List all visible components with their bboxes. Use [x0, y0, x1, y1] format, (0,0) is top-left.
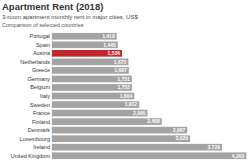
chart: Apartment Rent (2018) 3-room apartment mo… [0, 0, 250, 162]
data-label: 3,029 [176, 135, 189, 141]
category-label: Austria [33, 50, 51, 56]
bar [52, 101, 139, 108]
category-label: Finland [32, 119, 50, 125]
data-label: 1,751 [117, 76, 130, 82]
data-label: 1,804 [120, 93, 133, 99]
bar [52, 50, 122, 57]
category-label: Netherlands [20, 59, 50, 65]
data-label: 1,419 [102, 33, 115, 39]
bar [52, 118, 162, 125]
data-label: 1,912 [125, 101, 138, 107]
category-label: Sweden [30, 102, 50, 108]
category-label: Ireland [33, 144, 50, 150]
bar [52, 110, 147, 117]
data-label: 2,408 [147, 118, 160, 124]
category-label: Portugal [30, 33, 51, 39]
annotation: Comparison of selected countries [2, 22, 84, 28]
bar [52, 152, 246, 159]
bar [52, 33, 117, 40]
bar [52, 127, 187, 134]
data-label: 3,729 [207, 144, 220, 150]
bars [52, 33, 246, 159]
subtitle: 3-room apartment monthly rent in major c… [2, 14, 138, 20]
data-label: 1,536 [107, 50, 120, 56]
category-label: Luxembourg [19, 136, 50, 142]
bar [52, 41, 118, 48]
data-label: 2,967 [173, 127, 186, 133]
category-label: Greece [32, 67, 50, 73]
bar [52, 93, 134, 100]
bar [52, 67, 129, 74]
bar [52, 135, 190, 142]
data-label: 1,753 [117, 84, 130, 90]
labels: Portugal 1,419 Spain 1,445 Austria 1,536 Nethe… [11, 33, 245, 159]
bar [52, 84, 132, 91]
category-label: Spain [36, 42, 50, 48]
data-label: 2,095 [133, 110, 146, 116]
bar [52, 76, 132, 83]
title: Apartment Rent (2018) [2, 1, 103, 12]
category-label: France [33, 110, 50, 116]
data-label: 1,445 [103, 42, 116, 48]
category-label: Italy [40, 93, 50, 99]
category-label: Germany [27, 76, 50, 82]
data-label: 1,687 [114, 67, 127, 73]
category-label: Denmark [28, 127, 51, 133]
bar [52, 144, 222, 151]
data-label: 1,675 [114, 59, 127, 65]
data-label: 4,263 [232, 153, 245, 159]
category-label: United Kingdom [11, 153, 51, 159]
bar [52, 59, 128, 66]
category-label: Belgium [30, 84, 50, 90]
